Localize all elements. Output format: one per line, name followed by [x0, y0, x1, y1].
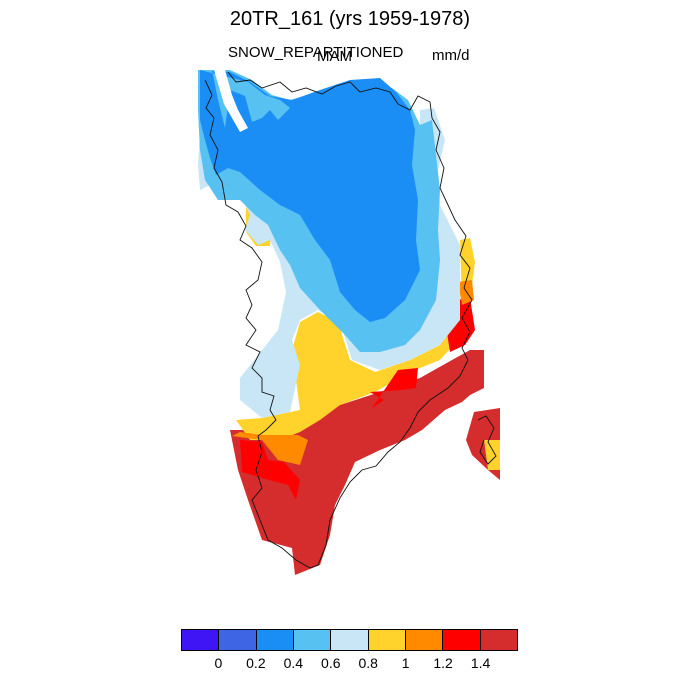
colorbar-label-5: 1: [401, 655, 410, 671]
field-orange: [232, 432, 308, 465]
greenland-map: [198, 70, 500, 575]
colorbar-label-3: 0.6: [321, 655, 341, 671]
colorbar-box-0: [182, 630, 220, 650]
field-dark-red: [230, 350, 484, 575]
field-yellow-east: [484, 440, 500, 470]
colorbar-label-4: 0.8: [358, 655, 378, 671]
colorbar-box-5: [368, 630, 406, 650]
colorbar-label-2: 0.4: [283, 655, 304, 671]
colorbar-box-6: [405, 630, 444, 650]
colorbar-box-8: [480, 630, 517, 650]
colorbar-label-6: 1.2: [433, 655, 453, 671]
coastline: [204, 71, 497, 569]
coastline-east: [227, 71, 473, 361]
plot-title: 20TR_161 (yrs 1959-1978): [229, 8, 471, 30]
colorbar-label-0: 0: [214, 655, 223, 671]
colorbar-label-1: 0.2: [246, 655, 266, 671]
colorbar-box-7: [443, 630, 481, 650]
field-red: [240, 440, 300, 500]
coastline-west: [204, 79, 469, 569]
field-blue: [200, 70, 420, 322]
season-label: MAM: [317, 48, 352, 65]
colorbar-box-3: [293, 630, 332, 650]
coastline-island: [477, 415, 497, 465]
field-yellow: [236, 238, 475, 440]
field-red-coast: [370, 368, 418, 408]
colorbar-label-7: 1.4: [470, 655, 491, 671]
variable-label: SNOW_REPARTITIONED: [228, 44, 404, 61]
units-label: mm/d: [432, 47, 470, 64]
field-orange-east: [458, 280, 474, 305]
colorbar-box-2: [256, 630, 294, 650]
colorbar-box-4: [331, 630, 369, 650]
map-fields: [198, 70, 500, 575]
field-gap: [214, 70, 248, 132]
colorbar: [181, 629, 518, 651]
colorbar-box-1: [219, 630, 257, 650]
